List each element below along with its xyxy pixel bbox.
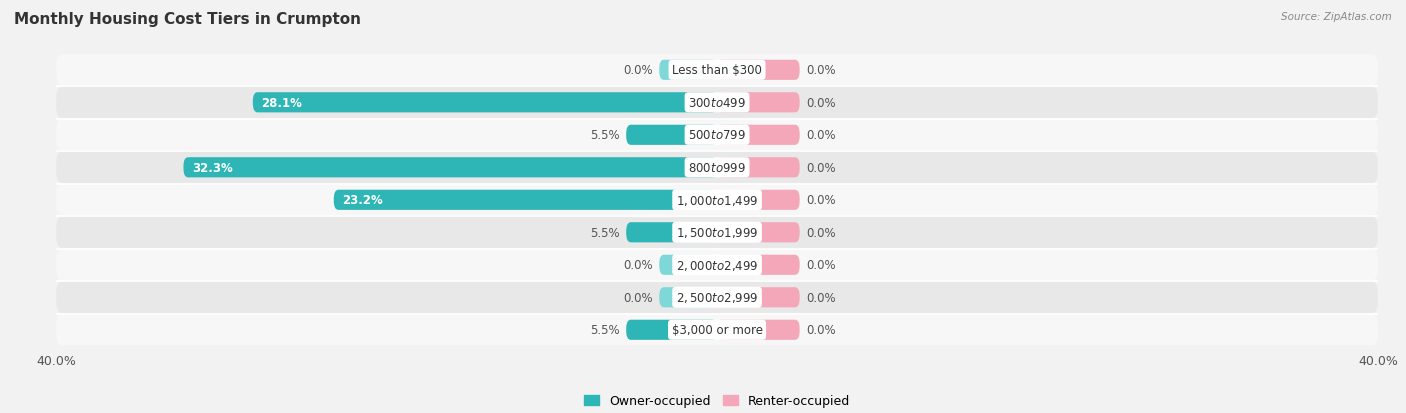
FancyBboxPatch shape xyxy=(717,223,800,243)
FancyBboxPatch shape xyxy=(56,120,1378,151)
Text: Source: ZipAtlas.com: Source: ZipAtlas.com xyxy=(1281,12,1392,22)
Text: 0.0%: 0.0% xyxy=(806,161,837,174)
Text: $3,000 or more: $3,000 or more xyxy=(672,323,762,337)
Text: $300 to $499: $300 to $499 xyxy=(688,97,747,109)
Text: 0.0%: 0.0% xyxy=(623,64,652,77)
Text: 0.0%: 0.0% xyxy=(806,323,837,337)
Text: 0.0%: 0.0% xyxy=(806,64,837,77)
Text: $1,500 to $1,999: $1,500 to $1,999 xyxy=(676,226,758,240)
FancyBboxPatch shape xyxy=(717,158,800,178)
FancyBboxPatch shape xyxy=(659,61,717,81)
Legend: Owner-occupied, Renter-occupied: Owner-occupied, Renter-occupied xyxy=(581,391,853,411)
Text: 0.0%: 0.0% xyxy=(806,226,837,239)
FancyBboxPatch shape xyxy=(659,255,717,275)
FancyBboxPatch shape xyxy=(56,314,1378,346)
FancyBboxPatch shape xyxy=(626,126,717,145)
Text: $800 to $999: $800 to $999 xyxy=(688,161,747,174)
FancyBboxPatch shape xyxy=(56,152,1378,183)
FancyBboxPatch shape xyxy=(56,282,1378,313)
FancyBboxPatch shape xyxy=(717,255,800,275)
Text: 0.0%: 0.0% xyxy=(806,259,837,272)
Text: $500 to $799: $500 to $799 xyxy=(688,129,747,142)
Text: $1,000 to $1,499: $1,000 to $1,499 xyxy=(676,193,758,207)
Text: 0.0%: 0.0% xyxy=(806,129,837,142)
FancyBboxPatch shape xyxy=(717,93,800,113)
Text: 5.5%: 5.5% xyxy=(591,226,620,239)
FancyBboxPatch shape xyxy=(717,61,800,81)
Text: 5.5%: 5.5% xyxy=(591,129,620,142)
FancyBboxPatch shape xyxy=(253,93,717,113)
Text: 28.1%: 28.1% xyxy=(262,97,302,109)
Text: $2,000 to $2,499: $2,000 to $2,499 xyxy=(676,258,758,272)
FancyBboxPatch shape xyxy=(626,223,717,243)
FancyBboxPatch shape xyxy=(56,55,1378,86)
Text: $2,500 to $2,999: $2,500 to $2,999 xyxy=(676,291,758,304)
FancyBboxPatch shape xyxy=(56,88,1378,119)
FancyBboxPatch shape xyxy=(717,287,800,308)
FancyBboxPatch shape xyxy=(717,190,800,210)
FancyBboxPatch shape xyxy=(183,158,717,178)
Text: 5.5%: 5.5% xyxy=(591,323,620,337)
Text: 0.0%: 0.0% xyxy=(806,194,837,207)
Text: 0.0%: 0.0% xyxy=(806,97,837,109)
Text: 0.0%: 0.0% xyxy=(806,291,837,304)
Text: 23.2%: 23.2% xyxy=(342,194,382,207)
FancyBboxPatch shape xyxy=(56,249,1378,281)
FancyBboxPatch shape xyxy=(659,287,717,308)
Text: 0.0%: 0.0% xyxy=(623,259,652,272)
FancyBboxPatch shape xyxy=(333,190,717,210)
Text: Less than $300: Less than $300 xyxy=(672,64,762,77)
FancyBboxPatch shape xyxy=(717,126,800,145)
FancyBboxPatch shape xyxy=(626,320,717,340)
Text: Monthly Housing Cost Tiers in Crumpton: Monthly Housing Cost Tiers in Crumpton xyxy=(14,12,361,27)
Text: 0.0%: 0.0% xyxy=(623,291,652,304)
FancyBboxPatch shape xyxy=(56,217,1378,248)
FancyBboxPatch shape xyxy=(717,320,800,340)
FancyBboxPatch shape xyxy=(56,185,1378,216)
Text: 32.3%: 32.3% xyxy=(191,161,232,174)
